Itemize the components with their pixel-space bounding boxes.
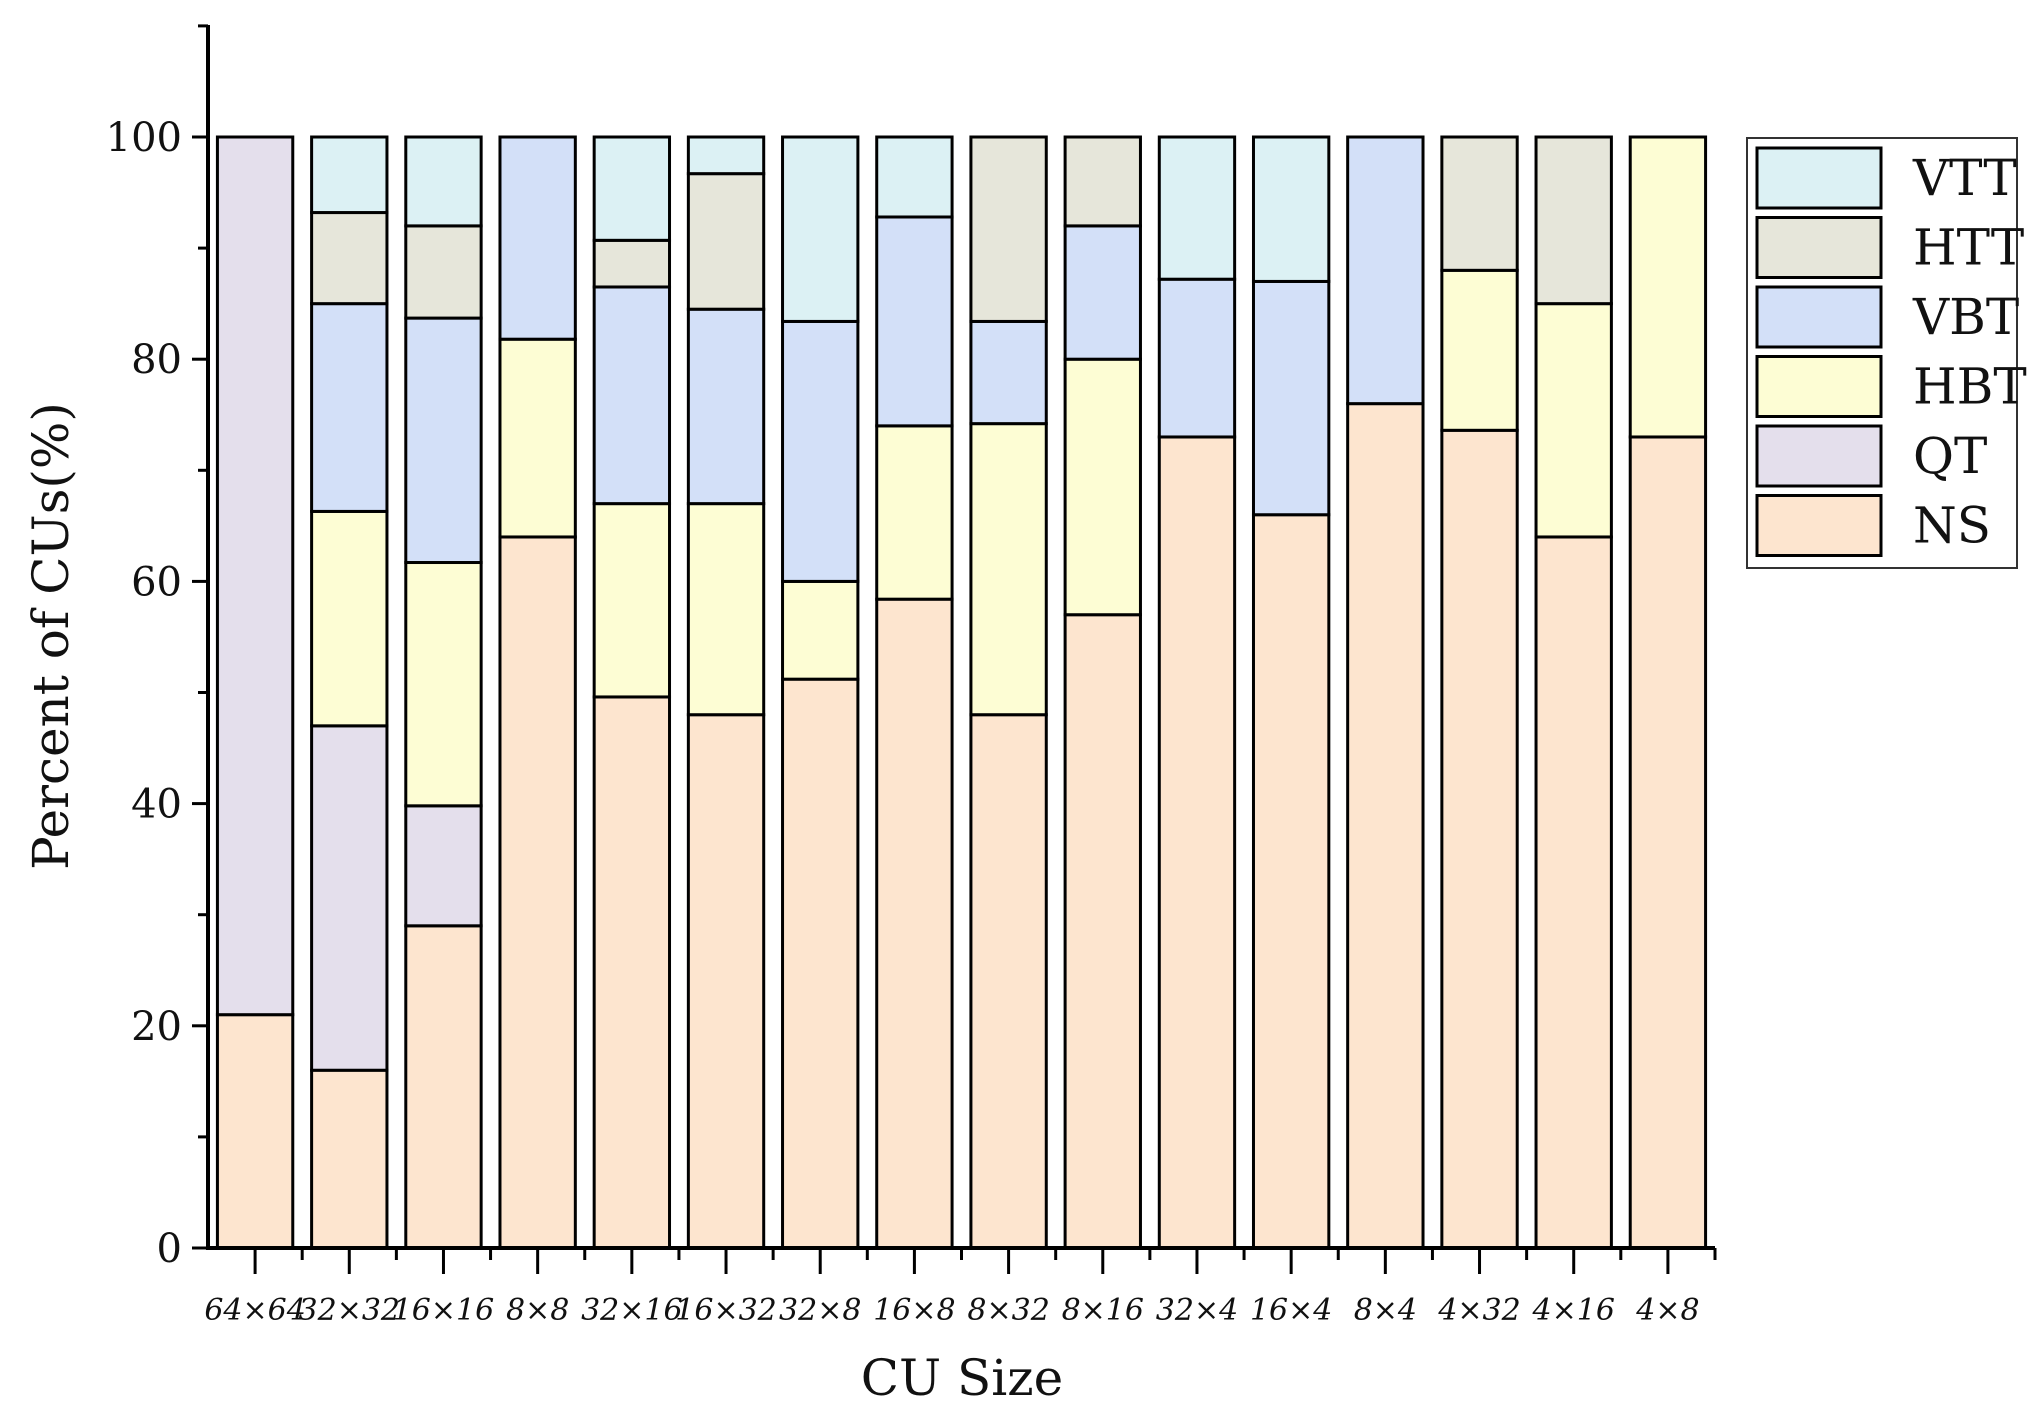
bar-ns-4 — [592, 695, 672, 1250]
bar-vtt-1 — [310, 135, 389, 215]
bar-ns-11 — [1251, 513, 1331, 1250]
bar-ns-10 — [1157, 435, 1237, 1250]
x-tick-label-11: 16×4 — [1250, 1293, 1332, 1328]
bar-vbt-11 — [1251, 279, 1331, 517]
y-tick-label-60: 60 — [131, 559, 182, 605]
bar-qt-2 — [404, 804, 483, 928]
y-tick-label-80: 80 — [131, 337, 182, 383]
bar-vbt-3 — [498, 135, 577, 341]
x-tick-label-1: 32×32 — [299, 1293, 400, 1328]
bar-ns-14 — [1534, 535, 1613, 1250]
bar-ns-7 — [875, 597, 954, 1250]
x-tick-label-12: 8×4 — [1354, 1293, 1417, 1328]
bar-htt-14 — [1534, 135, 1613, 306]
bar-htt-2 — [404, 224, 483, 320]
x-tick-label-2: 16×16 — [393, 1293, 494, 1328]
bar-ns-8 — [969, 713, 1048, 1250]
bar-vtt-11 — [1251, 135, 1331, 283]
legend: VTT HTT VBT HBT QT NS — [1746, 137, 2027, 569]
bar-vtt-7 — [875, 135, 954, 219]
y-tick-label-20: 20 — [131, 1004, 182, 1050]
y-tick-label-40: 40 — [131, 782, 182, 828]
x-tick-label-9: 8×16 — [1062, 1293, 1144, 1328]
bar-vbt-5 — [686, 307, 766, 506]
bar-hbt-9 — [1063, 357, 1142, 617]
x-tick-label-4: 32×16 — [581, 1293, 682, 1328]
bar-hbt-4 — [592, 502, 672, 699]
bar-hbt-6 — [781, 579, 860, 681]
x-axis-title: CU Size — [861, 1349, 1063, 1407]
x-tick-label-0: 64×64 — [204, 1293, 305, 1328]
x-tick-label-10: 32×4 — [1156, 1293, 1238, 1328]
bar-hbt-5 — [686, 502, 766, 717]
x-tick-label-8: 8×32 — [967, 1293, 1049, 1328]
bar-htt-1 — [310, 211, 389, 306]
legend-label-htt: HTT — [1913, 219, 2024, 277]
legend-swatch-vtt — [1755, 146, 1883, 210]
bar-ns-5 — [686, 713, 766, 1250]
legend-label-ns: NS — [1913, 497, 1991, 555]
x-tick-label-3: 8×8 — [506, 1293, 569, 1328]
bar-htt-13 — [1440, 135, 1519, 272]
legend-label-qt: QT — [1913, 427, 1987, 485]
y-tick-label-100: 100 — [106, 115, 182, 161]
legend-label-hbt: HBT — [1913, 358, 2027, 416]
y-tick-label-0: 0 — [157, 1226, 182, 1272]
bar-vbt-1 — [310, 302, 389, 513]
x-tick-label-13: 4×32 — [1437, 1293, 1520, 1328]
legend-swatch-qt — [1755, 424, 1883, 488]
x-tick-label-14: 4×16 — [1532, 1293, 1615, 1328]
legend-swatch-htt — [1755, 216, 1883, 279]
bar-qt-0 — [215, 135, 295, 1017]
bar-ns-1 — [310, 1068, 389, 1250]
bar-hbt-8 — [969, 422, 1048, 717]
bar-htt-8 — [969, 135, 1048, 323]
y-axis-title: Percent of CUs(%) — [22, 402, 80, 870]
legend-label-vbt: VBT — [1912, 288, 2019, 346]
bar-vbt-8 — [969, 319, 1048, 426]
x-tick-label-5: 16×32 — [675, 1293, 776, 1328]
bar-vbt-9 — [1063, 224, 1142, 361]
bar-hbt-14 — [1534, 302, 1613, 539]
bar-qt-1 — [310, 724, 389, 1072]
bar-vbt-12 — [1346, 135, 1425, 406]
bar-ns-0 — [215, 1013, 295, 1250]
bar-ns-9 — [1063, 613, 1142, 1250]
bar-htt-5 — [686, 172, 766, 311]
bar-hbt-15 — [1628, 135, 1708, 439]
bar-vbt-4 — [592, 285, 672, 506]
x-tick-label-7: 16×8 — [873, 1293, 955, 1328]
bar-htt-4 — [592, 238, 672, 289]
bars-layer — [215, 135, 1708, 1250]
bar-hbt-2 — [404, 561, 483, 808]
legend-label-vtt: VTT — [1912, 149, 2017, 207]
x-tick-label-6: 32×8 — [779, 1293, 861, 1328]
bar-vtt-5 — [686, 135, 766, 176]
bar-vbt-6 — [781, 319, 860, 583]
bar-ns-13 — [1440, 428, 1519, 1250]
bar-ns-2 — [404, 924, 483, 1250]
bar-vbt-7 — [875, 215, 954, 428]
bar-vtt-4 — [592, 135, 672, 242]
legend-swatch-ns — [1755, 494, 1883, 557]
bar-ns-6 — [781, 677, 860, 1250]
bar-ns-12 — [1346, 402, 1425, 1250]
bar-hbt-13 — [1440, 268, 1519, 432]
bar-hbt-7 — [875, 424, 954, 601]
bar-vtt-10 — [1157, 135, 1237, 281]
bar-vtt-2 — [404, 135, 483, 228]
bar-vtt-6 — [781, 135, 860, 323]
bar-hbt-1 — [310, 509, 389, 728]
bar-ns-3 — [498, 535, 577, 1250]
legend-swatch-hbt — [1755, 355, 1883, 418]
legend-swatch-vbt — [1755, 285, 1883, 349]
bar-hbt-3 — [498, 337, 577, 539]
bar-htt-9 — [1063, 135, 1142, 228]
x-tick-label-15: 4×8 — [1635, 1293, 1699, 1328]
bar-vbt-10 — [1157, 277, 1237, 439]
bar-vbt-2 — [404, 316, 483, 565]
bar-ns-15 — [1628, 435, 1708, 1250]
